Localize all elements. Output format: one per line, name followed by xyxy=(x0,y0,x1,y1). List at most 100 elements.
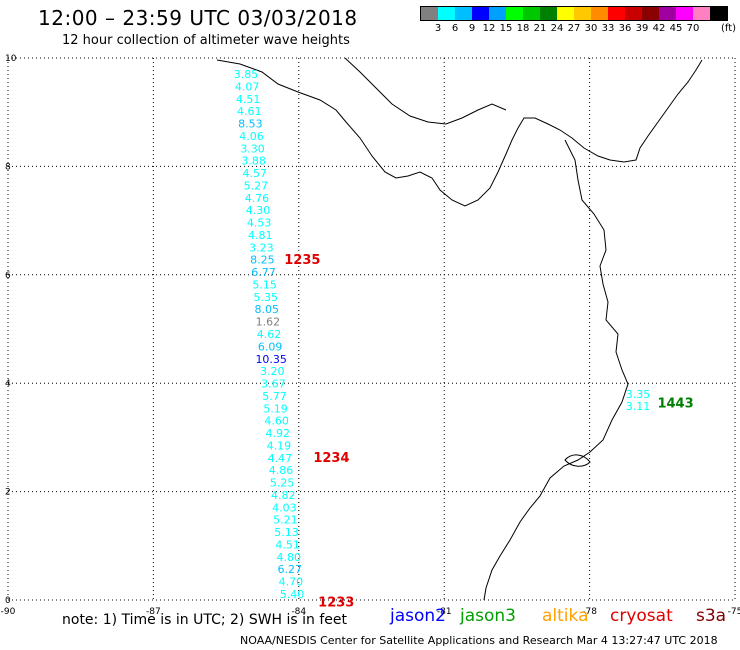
legend-swatch xyxy=(421,7,438,20)
swh-value: 8.25 xyxy=(250,254,275,267)
pass-time-label: 1233 xyxy=(318,596,354,611)
swh-value: 5.15 xyxy=(252,278,277,291)
legend-swatch xyxy=(676,7,693,20)
satellite-cryosat: cryosat xyxy=(610,606,673,626)
legend-label: 42 xyxy=(652,23,666,34)
map-subtitle: 12 hour collection of altimeter wave hei… xyxy=(62,33,350,48)
swh-value: 5.25 xyxy=(270,477,295,490)
swh-value: 4.19 xyxy=(267,439,292,452)
legend-swatch xyxy=(438,7,455,20)
swh-value: 4.51 xyxy=(236,93,261,106)
credits-footer: NOAA/NESDIS Center for Satellite Applica… xyxy=(240,634,718,647)
coastline-delta xyxy=(564,454,591,467)
swh-value: 4.81 xyxy=(248,229,273,242)
lat-tick-label: 4 xyxy=(5,379,11,389)
swh-value: 10.35 xyxy=(255,353,287,366)
legend-label: 45 xyxy=(669,23,683,34)
legend-label: 70 xyxy=(686,23,700,34)
satellite-altika: altika xyxy=(542,606,589,626)
coastline-colombia xyxy=(483,139,629,601)
satellite-s3a: s3a xyxy=(696,606,727,626)
swh-value: 4.76 xyxy=(245,192,270,205)
swh-value: 4.06 xyxy=(239,130,264,143)
legend-swatch xyxy=(659,7,676,20)
swh-value: 5.13 xyxy=(274,526,299,539)
pass-time-label: 1234 xyxy=(313,451,349,466)
legend-swatch xyxy=(710,7,727,20)
swh-value: 4.51 xyxy=(275,538,300,551)
units-note: note: 1) Time is in UTC; 2) SWH is in fe… xyxy=(62,612,348,628)
swh-value: 4.53 xyxy=(247,217,272,230)
swh-value: 3.30 xyxy=(240,142,265,155)
swh-value: 8.05 xyxy=(255,303,280,316)
swh-value: 5.40 xyxy=(280,588,305,601)
lat-tick-label: 10 xyxy=(5,54,17,64)
swh-value: 4.86 xyxy=(269,464,294,477)
swh-value: 5.35 xyxy=(253,291,278,304)
legend-label: 3 xyxy=(434,23,442,34)
swh-value: 8.53 xyxy=(238,118,263,131)
legend-swatch xyxy=(591,7,608,20)
altimeter-track: 3.854.074.514.618.534.063.303.884.575.27… xyxy=(234,68,651,601)
lon-tick-label: -90 xyxy=(1,607,16,617)
legend-swatch xyxy=(625,7,642,20)
legend-color-bar xyxy=(420,6,728,21)
legend-label: 12 xyxy=(482,23,496,34)
legend-swatch xyxy=(523,7,540,20)
swh-value: 4.07 xyxy=(235,80,260,93)
legend-label: 27 xyxy=(567,23,581,34)
swh-value: 4.47 xyxy=(268,452,293,465)
swh-value: 4.80 xyxy=(276,551,301,564)
legend-swatch xyxy=(489,7,506,20)
coastline xyxy=(216,57,703,601)
swh-value: 4.57 xyxy=(243,167,268,180)
legend-label: 36 xyxy=(618,23,632,34)
legend-swatch xyxy=(455,7,472,20)
swh-value: 3.67 xyxy=(261,378,286,391)
map-title: 12:00 – 23:59 UTC 03/03/2018 xyxy=(38,6,358,30)
satellite-jason3: jason3 xyxy=(460,606,516,626)
lat-tick-label: 0 xyxy=(5,596,11,606)
pass-time-label: 1235 xyxy=(284,253,320,268)
swh-value: 3.20 xyxy=(260,365,285,378)
swh-value: 4.82 xyxy=(271,489,296,502)
swh-value: 3.88 xyxy=(241,155,266,168)
swh-value: 4.62 xyxy=(257,328,282,341)
swh-value: 4.30 xyxy=(246,204,271,217)
legend-label: 24 xyxy=(550,23,564,34)
legend-label: 6 xyxy=(451,23,459,34)
swh-value: 6.27 xyxy=(278,563,303,576)
lat-lon-grid: -90 -87 -84 -81 -78 -75 0 2 4 6 8 10 xyxy=(1,54,740,617)
lat-tick-label: 8 xyxy=(5,162,11,172)
legend-swatch xyxy=(506,7,523,20)
pass-time-label: 1443 xyxy=(657,397,693,412)
swh-value: 6.77 xyxy=(251,266,276,279)
swh-value: 1.62 xyxy=(256,316,281,329)
swh-value: 6.09 xyxy=(258,340,283,353)
swh-value: 5.27 xyxy=(244,179,269,192)
coastline-north xyxy=(344,57,507,125)
swh-value: 3.35 xyxy=(626,388,651,401)
legend-swatch xyxy=(557,7,574,20)
swh-value: 4.92 xyxy=(266,427,291,440)
legend-label: 9 xyxy=(468,23,476,34)
legend-labels: (ft) 3 6 9 12 15 18 21 24 27 30 33 36 39 42 45 70 xyxy=(420,21,736,35)
legend-label: 39 xyxy=(635,23,649,34)
legend-swatch xyxy=(540,7,557,20)
legend-swatch xyxy=(574,7,591,20)
legend-swatch xyxy=(642,7,659,20)
lon-tick-label: -75 xyxy=(728,607,740,617)
swh-value: 3.85 xyxy=(234,68,259,81)
lon-tick-label: -81 xyxy=(437,607,452,617)
swh-value: 5.19 xyxy=(263,402,288,415)
swh-value: 4.03 xyxy=(272,501,297,514)
swh-value: 5.21 xyxy=(273,514,298,527)
legend-swatch xyxy=(608,7,625,20)
legend-swatch xyxy=(693,7,710,20)
swh-value: 4.60 xyxy=(264,415,289,428)
swh-value: 4.70 xyxy=(279,576,304,589)
legend-label: 18 xyxy=(516,23,530,34)
legend-label: 21 xyxy=(533,23,547,34)
legend-label: 30 xyxy=(584,23,598,34)
